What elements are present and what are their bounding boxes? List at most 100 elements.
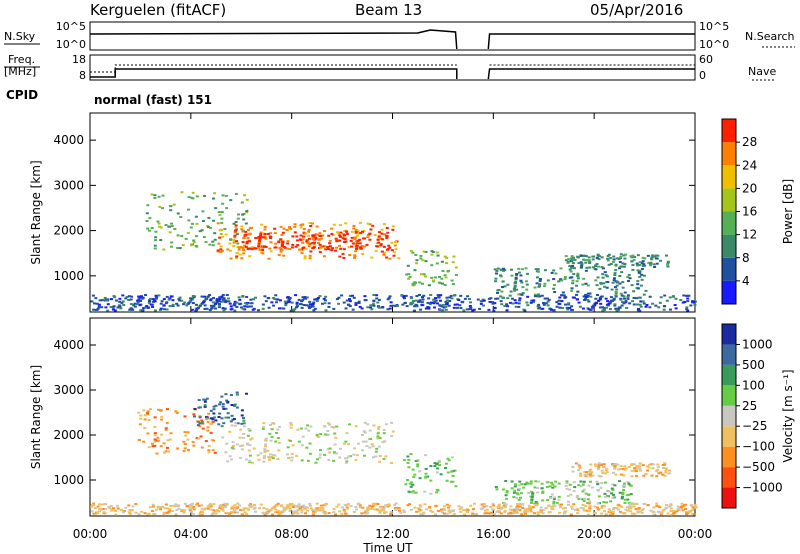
- velocity-cell: [268, 423, 272, 426]
- velocity-cell: [416, 463, 420, 466]
- power-cell: [157, 294, 161, 297]
- velocity-cell: [327, 422, 331, 425]
- velocity-cell: [201, 422, 205, 425]
- power-cell: [153, 309, 157, 312]
- power-cell: [315, 299, 319, 302]
- velocity-cell: [667, 505, 671, 508]
- velocity-cell: [531, 493, 535, 496]
- velocity-cell: [378, 511, 382, 514]
- power-cell: [599, 282, 603, 285]
- velocity-cell: [656, 468, 660, 471]
- velocity-cell: [100, 503, 104, 506]
- power-cell: [288, 296, 292, 299]
- power-cell: [582, 258, 586, 261]
- power-cell: [623, 262, 627, 265]
- power-cell: [162, 308, 166, 311]
- power-cell: [343, 241, 347, 244]
- power-cell: [300, 252, 304, 255]
- velocity-cell: [600, 506, 604, 509]
- power-cell: [521, 292, 525, 295]
- power-cell: [607, 263, 611, 266]
- velocity-cell: [221, 405, 225, 408]
- velocity-cell: [112, 507, 116, 510]
- velocity-cell: [361, 440, 365, 443]
- power-cell: [590, 305, 594, 308]
- velocity-cell: [174, 513, 178, 516]
- velocity-cell: [146, 410, 150, 413]
- power-cell: [283, 300, 287, 303]
- velocity-cell: [581, 483, 585, 486]
- power-cell: [392, 251, 396, 254]
- velocity-cell: [139, 417, 143, 420]
- power-cell: [241, 230, 245, 233]
- power-cell: [233, 300, 237, 303]
- power-cell: [356, 229, 360, 232]
- power-cell: [616, 280, 620, 283]
- velocity-cell: [270, 456, 274, 459]
- power-cell: [129, 303, 133, 306]
- velocity-cell: [585, 471, 589, 474]
- power-cell: [536, 268, 540, 271]
- velocity-cell: [233, 508, 237, 511]
- power-cell: [418, 293, 422, 296]
- power-cell: [538, 278, 542, 281]
- power-cell: [610, 299, 614, 302]
- velocity-cell: [153, 440, 157, 443]
- velocity-cell: [370, 443, 374, 446]
- power-cell: [549, 308, 553, 311]
- power-cell: [277, 241, 281, 244]
- velocity-cell: [669, 510, 673, 513]
- power-cell: [121, 300, 125, 303]
- power-cell: [363, 299, 367, 302]
- power-cell: [438, 275, 442, 278]
- power-cell: [380, 250, 384, 253]
- power-cell: [536, 276, 540, 279]
- velocity-cell: [259, 452, 263, 455]
- power-cell: [481, 304, 485, 307]
- velocity-cell: [626, 509, 630, 512]
- velocity-cell: [195, 437, 199, 440]
- velocity-cell: [624, 467, 628, 470]
- power-cell: [666, 260, 670, 263]
- velocity-cell: [369, 437, 373, 440]
- power-cell: [575, 280, 579, 283]
- power-cell: [603, 271, 607, 274]
- power-cell: [176, 246, 180, 249]
- velocity-cell: [377, 425, 381, 428]
- power-cell: [602, 308, 606, 311]
- velocity-cell: [655, 504, 659, 507]
- velocity-cell: [326, 448, 330, 451]
- velocity-cell: [248, 504, 252, 507]
- power-cell: [636, 254, 640, 257]
- power-cell: [154, 230, 158, 233]
- power-cell: [194, 307, 198, 310]
- power-cell: [376, 301, 380, 304]
- power-cell: [430, 253, 434, 256]
- velocity-cell: [601, 472, 605, 475]
- velocity-cell: [368, 504, 372, 507]
- power-cell: [432, 302, 436, 305]
- velocity-cell: [200, 511, 204, 514]
- velocity-cell: [458, 508, 462, 511]
- velocity-cell: [444, 462, 448, 465]
- velocity-cell: [301, 435, 305, 438]
- power-cell: [461, 300, 465, 303]
- velocity-colorbar-tick-label: −100: [742, 440, 775, 454]
- velocity-cell: [570, 507, 574, 510]
- velocity-cell: [340, 506, 344, 509]
- velocity-cell: [222, 506, 226, 509]
- power-cell: [234, 192, 238, 195]
- velocity-cell: [636, 511, 640, 514]
- power-cell: [612, 258, 616, 261]
- velocity-cell: [462, 508, 466, 511]
- velocity-cell: [274, 508, 278, 511]
- velocity-cell: [248, 444, 252, 447]
- velocity-cell: [183, 447, 187, 450]
- velocity-cell: [261, 425, 265, 428]
- velocity-cell: [189, 510, 193, 513]
- velocity-cell: [241, 417, 245, 420]
- velocity-cell: [197, 399, 201, 402]
- velocity-cell: [616, 463, 620, 466]
- velocity-cell: [198, 406, 202, 409]
- velocity-cell: [192, 413, 196, 416]
